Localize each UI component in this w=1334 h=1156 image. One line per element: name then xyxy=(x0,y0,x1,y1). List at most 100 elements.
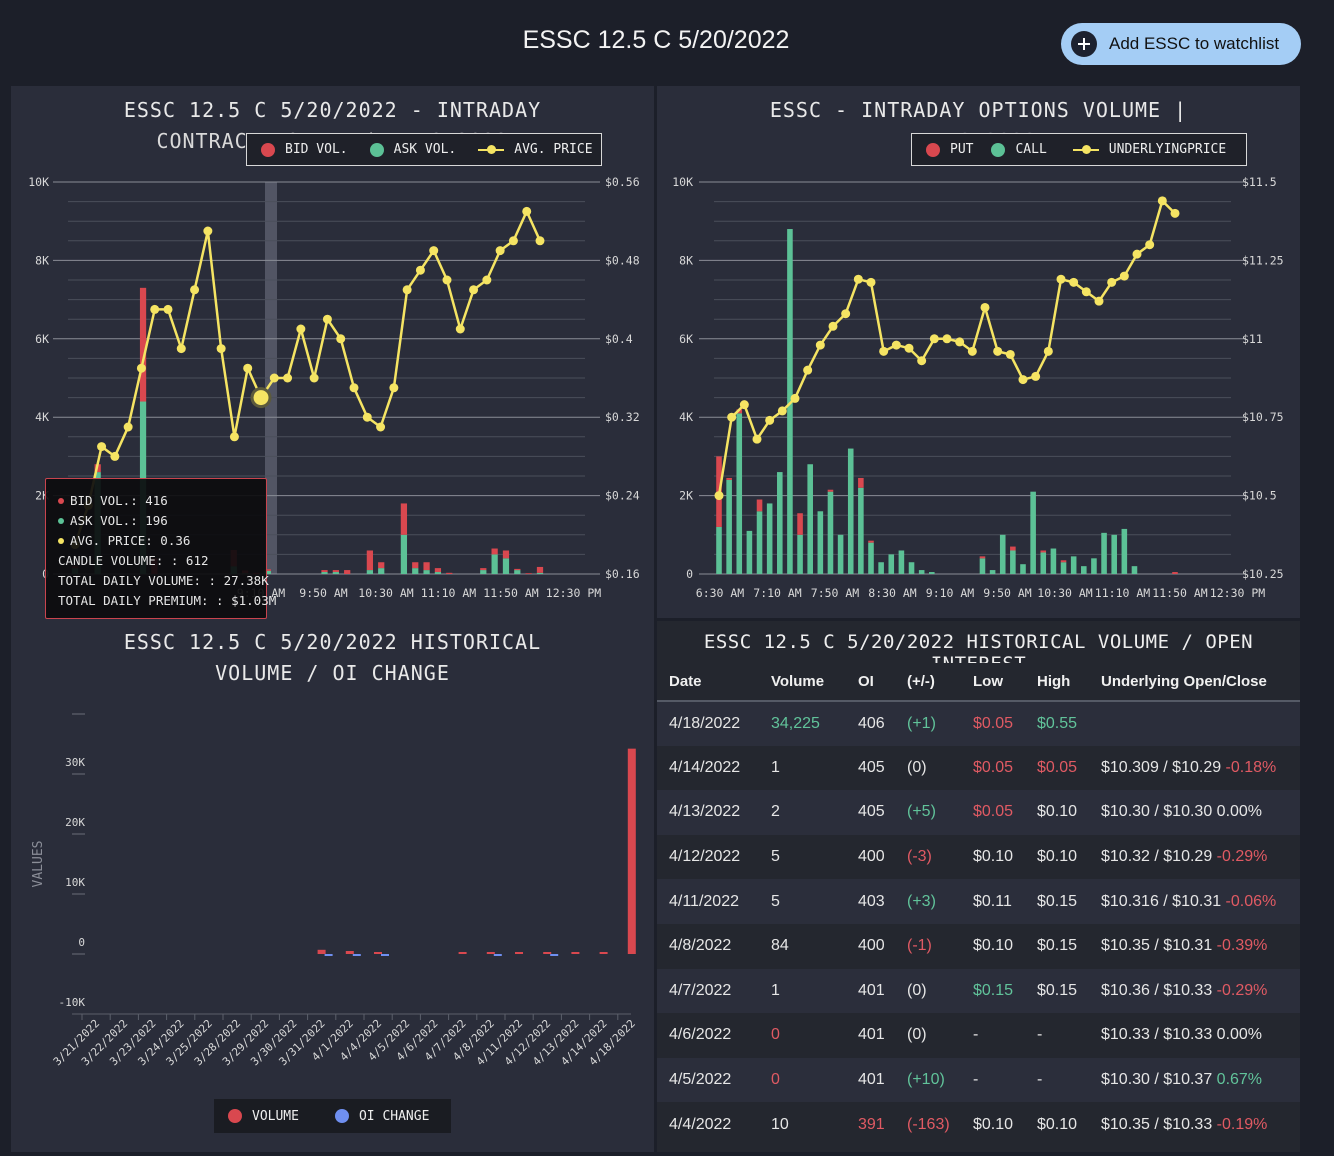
bar-segment xyxy=(726,479,732,574)
price-point xyxy=(1043,346,1053,356)
y-tick-label: 6K xyxy=(679,332,693,346)
bar-segment xyxy=(434,568,442,573)
price-point xyxy=(752,434,762,444)
column-header[interactable]: Volume xyxy=(759,663,846,702)
line-marker-icon xyxy=(478,144,505,154)
x-tick-label: 11:10 AM xyxy=(1095,586,1150,600)
bar-segment xyxy=(756,499,763,512)
bar-segment xyxy=(446,572,453,574)
bar-segment xyxy=(536,572,544,574)
add-to-watchlist-button[interactable]: Add ESSC to watchlist xyxy=(1061,23,1301,65)
y2-tick-label: $0.32 xyxy=(605,410,640,424)
table-cell: 4/12/2022 xyxy=(657,834,759,880)
table-cell: 1 xyxy=(759,968,846,1014)
volume-dot-icon xyxy=(228,1109,242,1123)
bar-segment xyxy=(1010,546,1016,551)
y-tick-label: 0 xyxy=(78,936,85,949)
bar-segment xyxy=(321,570,328,573)
bar-segment xyxy=(868,540,874,543)
table-cell: 400 xyxy=(846,923,895,969)
price-point xyxy=(322,314,332,324)
intraday-title-line1: ESSC 12.5 C 5/20/2022 - INTRADAY xyxy=(123,98,542,122)
legend-call[interactable]: CALL xyxy=(991,142,1047,157)
column-header[interactable]: Date xyxy=(657,663,759,702)
price-point xyxy=(269,373,279,383)
historical-table-panel: ESSC 12.5 C 5/20/2022 HISTORICAL VOLUME … xyxy=(657,621,1300,1152)
price-point xyxy=(803,365,813,375)
table-cell: 403 xyxy=(846,879,895,924)
legend-avg-price[interactable]: AVG. PRICE xyxy=(478,142,593,157)
price-line xyxy=(73,208,542,546)
legend-ask-vol[interactable]: ASK VOL. xyxy=(369,142,456,157)
bar-segment xyxy=(502,558,510,574)
x-tick-label: 12:30 PM xyxy=(546,586,601,600)
bar-segment xyxy=(514,570,521,574)
price-point xyxy=(283,373,293,383)
column-header[interactable]: (+/-) xyxy=(895,663,961,702)
price-point xyxy=(980,302,990,312)
legend-volume[interactable]: VOLUME xyxy=(228,1109,299,1124)
underlying-change-pct: 0.00% xyxy=(1212,1026,1263,1044)
table-cell: - xyxy=(961,1013,1025,1058)
oi-bar xyxy=(324,954,333,956)
legend-underlying[interactable]: UNDERLYINGPRICE xyxy=(1072,142,1226,157)
volume-bar xyxy=(599,952,608,954)
bar-segment xyxy=(434,572,442,574)
table-cell: 4/6/2022 xyxy=(657,1013,759,1058)
price-point xyxy=(203,226,213,236)
bar-segment xyxy=(332,572,339,574)
oi-bar xyxy=(381,954,389,956)
oi-bar xyxy=(352,954,361,956)
table-cell: 2 xyxy=(759,790,846,835)
column-header[interactable]: Underlying Open/Close xyxy=(1089,663,1300,702)
bar-segment xyxy=(777,472,783,574)
bar-segment xyxy=(480,568,487,571)
table-cell: 5 xyxy=(759,879,846,924)
table-cell: $0.55 xyxy=(1025,701,1089,746)
y2-tick-label: $0.4 xyxy=(605,332,633,346)
price-point xyxy=(942,334,952,344)
price-point xyxy=(727,412,737,422)
price-point xyxy=(891,340,901,350)
volume-bar xyxy=(317,949,326,954)
underlying-cell: $10.316 / $10.31 -0.06% xyxy=(1089,879,1300,924)
table-cell: 406 xyxy=(846,701,895,746)
table-row: 4/18/2022 34,225 406 (+1) $0.05 $0.55 xyxy=(657,701,1300,746)
legend-oi-label: OI CHANGE xyxy=(358,1108,430,1124)
price-point xyxy=(229,432,239,442)
price-point xyxy=(522,206,532,216)
bar-segment xyxy=(766,503,773,574)
x-tick-label: 10:30 AM xyxy=(1037,586,1092,600)
y-tick-label: 6K xyxy=(35,332,49,346)
avg-dot-icon xyxy=(58,537,64,544)
bar-segment xyxy=(491,554,498,574)
column-header[interactable]: OI xyxy=(846,663,895,702)
underlying-change-pct: -0.29% xyxy=(1212,848,1268,866)
table-row: 4/8/2022 84 400 (-1) $0.10 $0.15 $10.35 / $10.… xyxy=(657,923,1300,969)
bar-segment xyxy=(400,503,408,535)
bar-segment xyxy=(868,542,874,574)
price-point xyxy=(790,393,800,403)
legend-oi-change[interactable]: OI CHANGE xyxy=(334,1108,430,1124)
table-cell: $0.10 xyxy=(961,1102,1025,1147)
tooltip-candle-volume: CANDLE VOLUME: : 612 xyxy=(58,553,209,568)
table-cell: (0) xyxy=(895,1013,961,1058)
legend-bid-vol[interactable]: BID VOL. xyxy=(261,142,348,157)
options-legend: PUT CALL UNDERLYINGPRICE xyxy=(911,133,1247,166)
column-header[interactable]: Low xyxy=(961,663,1025,702)
underlying-cell xyxy=(1089,701,1300,746)
x-tick-label: 12:30 PM xyxy=(1210,586,1265,600)
bar-segment xyxy=(1131,566,1138,574)
legend-put[interactable]: PUT xyxy=(926,142,973,157)
x-tick-label: 11:10 AM xyxy=(421,586,476,600)
bar-segment xyxy=(1060,562,1067,574)
bar-segment xyxy=(1081,566,1087,574)
table-row: 4/4/2022 10 391 (-163) $0.10 $0.10 $10.35 / $1… xyxy=(657,1102,1300,1147)
legend-put-label: PUT xyxy=(950,142,974,157)
volume-bar xyxy=(345,951,354,954)
line-marker-icon xyxy=(1072,144,1099,154)
intraday-contract-volume-panel: ESSC 12.5 C 5/20/2022 - INTRADAY CONTRAC… xyxy=(11,86,654,621)
column-header[interactable]: High xyxy=(1025,663,1089,702)
bar-segment xyxy=(1121,528,1128,574)
bar-segment xyxy=(1040,552,1047,574)
